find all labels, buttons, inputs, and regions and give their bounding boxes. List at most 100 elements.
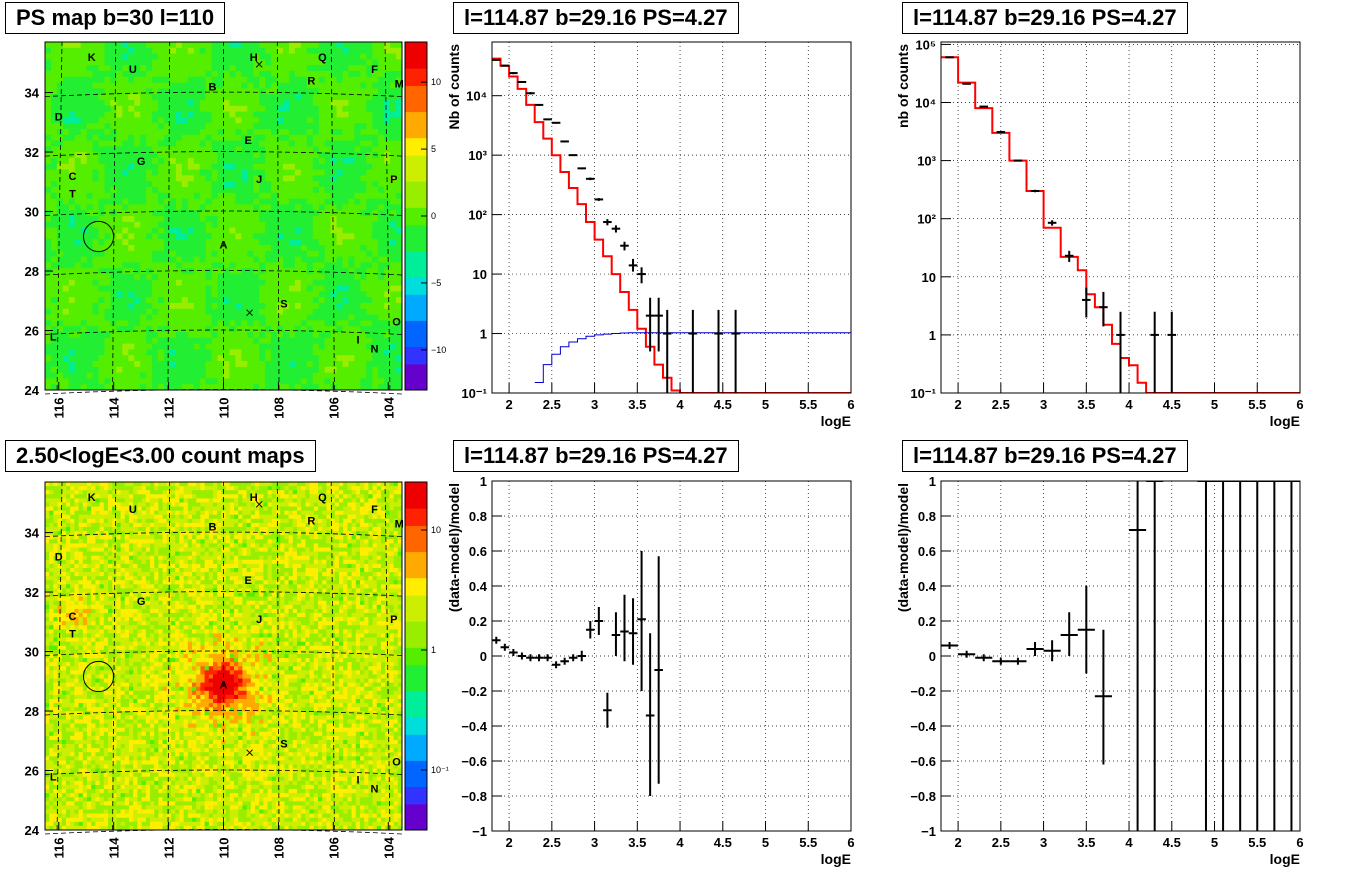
source-label-L: L	[50, 331, 57, 343]
cross-marker	[255, 500, 263, 508]
x-axis-label: logE	[821, 413, 851, 429]
x-tick-label: 5.5	[1248, 397, 1266, 412]
y-tick-label: 1	[480, 474, 487, 489]
source-label-T: T	[69, 189, 76, 201]
colorbar-label: −5	[431, 278, 441, 288]
x-tick-label: 110	[217, 838, 232, 859]
source-label-F: F	[371, 64, 378, 76]
x-tick-label: 5.5	[799, 397, 817, 412]
chart-panel-2: 2 2.5 3 3.5 4 4.5 5 5.5 6 10⁻¹ 1 10 10² 10³ 10⁴ 10⁵ logE…	[895, 37, 1304, 429]
y-tick-label: 32	[25, 585, 39, 600]
y-axis-label: (data-model)/model	[895, 483, 911, 612]
colorbar-label: 10⁻¹	[431, 765, 449, 775]
x-tick-label: 4	[676, 397, 684, 412]
y-tick-label: 10²	[917, 212, 936, 227]
x-tick-label: 2	[505, 397, 512, 412]
y-tick-label: 10⁻¹	[910, 386, 936, 401]
source-label-P: P	[390, 614, 397, 626]
x-tick-label: 4.5	[714, 835, 732, 850]
x-tick-label: 2.5	[992, 835, 1010, 850]
y-tick-label: 24	[25, 383, 40, 398]
cross-marker	[255, 60, 263, 68]
x-tick-label: 4	[1125, 397, 1133, 412]
y-tick-label: 26	[25, 324, 39, 339]
latitude-grid-line	[44, 210, 403, 216]
x-tick-label: 5	[1211, 835, 1218, 850]
x-tick-label: 106	[326, 837, 341, 859]
plot-area	[941, 481, 1300, 831]
x-tick-label: 3	[1040, 835, 1047, 850]
source-label-M: M	[395, 519, 404, 531]
y-tick-label: −0.6	[461, 754, 487, 769]
source-label-J: J	[256, 614, 262, 626]
latitude-grid-line	[44, 710, 403, 716]
source-label-I: I	[357, 334, 360, 346]
source-label-A: A	[220, 239, 228, 251]
y-tick-label: −0.2	[461, 684, 487, 699]
source-label-O: O	[392, 757, 401, 769]
y-tick-label: 10⁻¹	[461, 386, 487, 401]
x-tick-label: 2	[505, 835, 512, 850]
y-tick-label: 1	[929, 474, 936, 489]
x-tick-label: 106	[326, 397, 341, 419]
x-tick-label: 5	[762, 835, 769, 850]
spec1-title: l=114.87 b=29.16 PS=4.27	[453, 2, 739, 34]
x-tick-label: 2	[954, 835, 961, 850]
axes-frame	[940, 41, 1301, 394]
y-tick-label: 10³	[468, 148, 487, 163]
x-tick-label: 112	[162, 838, 177, 859]
x-tick-label: 110	[217, 398, 232, 419]
colorbar-label: 5	[431, 144, 436, 154]
res1-title: l=114.87 b=29.16 PS=4.27	[453, 440, 739, 472]
y-tick-label: 10³	[917, 154, 936, 169]
latitude-grid-line	[44, 270, 403, 276]
source-label-E: E	[245, 135, 252, 147]
y-tick-label: 0.8	[469, 509, 487, 524]
plot-area	[492, 551, 663, 796]
y-tick-label: 0.8	[918, 509, 936, 524]
x-tick-label: 4.5	[714, 397, 732, 412]
sky-map-1: 116 114 112 110 108 106 104 34 32 30 28 26 24 K U H Q F M B…	[25, 41, 446, 419]
source-label-A: A	[220, 679, 228, 691]
x-tick-label: 4.5	[1163, 397, 1181, 412]
y-tick-label: −0.2	[910, 684, 936, 699]
source-label-Q: Q	[318, 492, 327, 504]
x-tick-label: 116	[52, 838, 67, 859]
source-label-R: R	[307, 76, 315, 88]
source-label-B: B	[209, 82, 217, 94]
x-tick-label: 5	[762, 397, 769, 412]
x-tick-label: 3.5	[628, 835, 646, 850]
y-tick-label: 0.6	[469, 544, 487, 559]
x-tick-label: 6	[847, 835, 854, 850]
source-label-F: F	[371, 504, 378, 516]
source-label-P: P	[390, 174, 397, 186]
x-tick-label: 2.5	[543, 835, 561, 850]
x-tick-label: 104	[381, 396, 396, 418]
y-tick-label: 24	[25, 823, 40, 838]
source-label-R: R	[307, 516, 315, 528]
colorbar-label: 10	[431, 77, 441, 87]
y-tick-label: 1	[929, 328, 936, 343]
y-tick-label: 0.2	[469, 614, 487, 629]
y-axis-label: (data-model)/model	[446, 483, 462, 612]
source-label-D: D	[55, 111, 63, 123]
y-axis-label: nb of counts	[895, 44, 911, 128]
latitude-grid-line	[44, 650, 403, 656]
y-tick-label: −1	[921, 824, 936, 839]
x-tick-label: 4.5	[1163, 835, 1181, 850]
latitude-grid-line	[44, 151, 403, 157]
chart-panel-4: 2 2.5 3 3.5 4 4.5 5 5.5 6 −1 −0.8 −0.6 −0.4 −0.2 0 0.2 0…	[895, 474, 1304, 867]
x-tick-label: 6	[1296, 835, 1303, 850]
source-label-U: U	[129, 64, 137, 76]
y-axis-label: Nb of counts	[446, 44, 462, 130]
source-label-U: U	[129, 504, 137, 516]
series-line-0	[941, 56, 1300, 393]
y-tick-label: 10⁵	[915, 37, 936, 52]
map1-title: PS map b=30 l=110	[5, 2, 226, 34]
y-tick-label: 10	[922, 270, 936, 285]
source-label-M: M	[395, 79, 404, 91]
x-axis-label: logE	[1270, 413, 1300, 429]
x-tick-label: 3	[1040, 397, 1047, 412]
